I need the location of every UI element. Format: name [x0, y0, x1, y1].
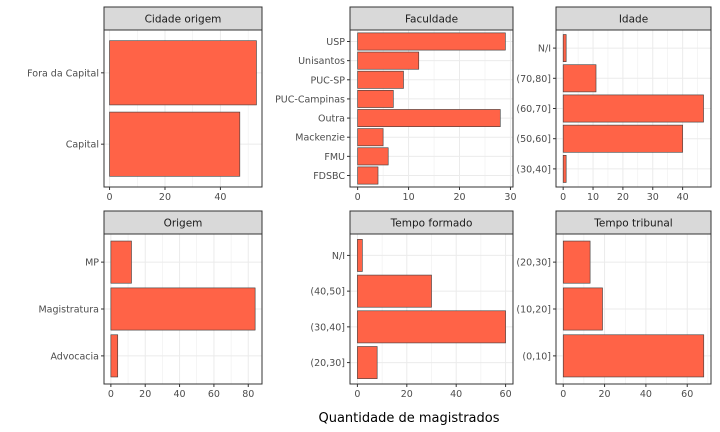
bar: [562, 287, 603, 331]
bar: [110, 240, 132, 284]
x-tick-label: 60: [500, 389, 512, 400]
facet-title: Tempo formado: [390, 218, 473, 230]
y-tick-label: Unisantos: [298, 56, 345, 67]
facet-panel: Origem MP Magistratura Advocacia 0 20 40 60 80: [38, 210, 263, 400]
bar: [357, 109, 501, 127]
x-axis-title: Quantidade de magistrados: [318, 411, 499, 426]
facet-panel: Cidade origem Fora da Capital Capital 0 20 40: [27, 6, 263, 203]
x-tick-label: 40: [640, 389, 652, 400]
x-tick-label: 0: [108, 389, 114, 400]
facet-title: Faculdade: [405, 14, 458, 26]
y-tick-label: (70,80]: [516, 74, 551, 85]
chart-panels: Cidade origem Fora da Capital Capital 0 20 40…: [27, 6, 712, 400]
x-tick-label: 0: [560, 192, 566, 203]
x-tick-label: 60: [208, 389, 220, 400]
bar: [562, 240, 591, 284]
y-tick-label: Outra: [318, 114, 345, 125]
y-tick-label: N/I: [538, 44, 551, 55]
bar: [357, 166, 379, 185]
y-tick-label: (30,40]: [516, 164, 551, 175]
x-tick-label: 40: [677, 192, 689, 203]
facet-panel: Tempo formado N/I (40,50] (30,40] (20,30] 0 20…: [310, 210, 514, 400]
x-tick-label: 30: [647, 192, 659, 203]
x-tick-label: 0: [107, 192, 113, 203]
bar: [357, 90, 394, 108]
x-tick-label: 20: [159, 192, 171, 203]
y-tick-label: FMU: [324, 152, 345, 163]
x-tick-label: 80: [242, 389, 254, 400]
y-tick-label: N/I: [332, 251, 345, 262]
y-tick-label: (40,50]: [310, 287, 345, 298]
y-tick-label: (0,10]: [522, 351, 551, 362]
x-tick-label: 20: [401, 389, 413, 400]
y-tick-label: (60,70]: [516, 104, 551, 115]
bar: [357, 70, 404, 89]
y-tick-label: Advocacia: [50, 351, 99, 362]
y-tick-label: MP: [85, 258, 99, 269]
y-tick-label: FDSBC: [313, 171, 345, 182]
x-tick-label: 40: [174, 389, 186, 400]
bar: [110, 334, 119, 378]
bar: [357, 310, 506, 344]
bar: [562, 64, 597, 93]
bar: [357, 51, 420, 70]
bar: [357, 32, 506, 51]
bar: [109, 40, 257, 106]
x-tick-label: 0: [355, 192, 361, 203]
y-tick-label: (20,30]: [310, 358, 345, 369]
panel-border: [349, 233, 514, 385]
y-tick-label: USP: [326, 37, 345, 48]
x-tick-label: 10: [403, 192, 415, 203]
facet-panel: Idade N/I (70,80] (60,70] (50,60] (30,40] 0 10 2…: [516, 6, 712, 203]
x-tick-label: 0: [354, 389, 360, 400]
bar: [109, 111, 241, 177]
bar: [357, 147, 389, 166]
y-tick-label: Capital: [66, 140, 99, 151]
x-tick-label: 20: [453, 192, 465, 203]
y-tick-label: PUC-SP: [310, 75, 345, 86]
y-tick-label: Fora da Capital: [27, 68, 99, 79]
x-tick-label: 0: [560, 389, 566, 400]
y-tick-label: Magistratura: [38, 305, 99, 316]
y-tick-label: PUC-Campinas: [275, 94, 345, 105]
facet-title: Cidade origem: [145, 14, 222, 26]
y-tick-label: (10,20]: [516, 305, 551, 316]
x-tick-label: 20: [617, 192, 629, 203]
y-tick-label: (20,30]: [516, 258, 551, 269]
x-tick-label: 20: [599, 389, 611, 400]
facet-title: Idade: [619, 14, 648, 26]
x-tick-label: 10: [587, 192, 599, 203]
bar: [357, 128, 384, 147]
bar: [562, 34, 567, 63]
panel-border: [349, 29, 514, 188]
x-tick-label: 40: [214, 192, 226, 203]
facet-panel: Tempo tribunal (20,30] (10,20] (0,10] 0 20 40 6…: [516, 210, 712, 400]
bar: [110, 287, 256, 331]
y-tick-label: Mackenzie: [295, 133, 345, 144]
facet-title: Tempo tribunal: [593, 218, 672, 230]
bar: [562, 124, 683, 153]
x-tick-label: 20: [139, 389, 151, 400]
x-tick-label: 40: [450, 389, 462, 400]
facet-title: Origem: [164, 218, 203, 230]
bar: [357, 274, 432, 308]
bar: [357, 239, 363, 272]
bar: [562, 334, 705, 378]
bar: [562, 94, 704, 123]
y-tick-label: (50,60]: [516, 134, 551, 145]
panel-border: [103, 29, 263, 188]
x-tick-label: 30: [504, 192, 516, 203]
bar: [357, 346, 378, 379]
x-tick-label: 60: [681, 389, 693, 400]
y-tick-label: (30,40]: [310, 322, 345, 333]
facet-panel: Faculdade USP Unisantos PUC-SP PUC-Campinas O…: [275, 6, 517, 203]
bar: [562, 154, 567, 183]
